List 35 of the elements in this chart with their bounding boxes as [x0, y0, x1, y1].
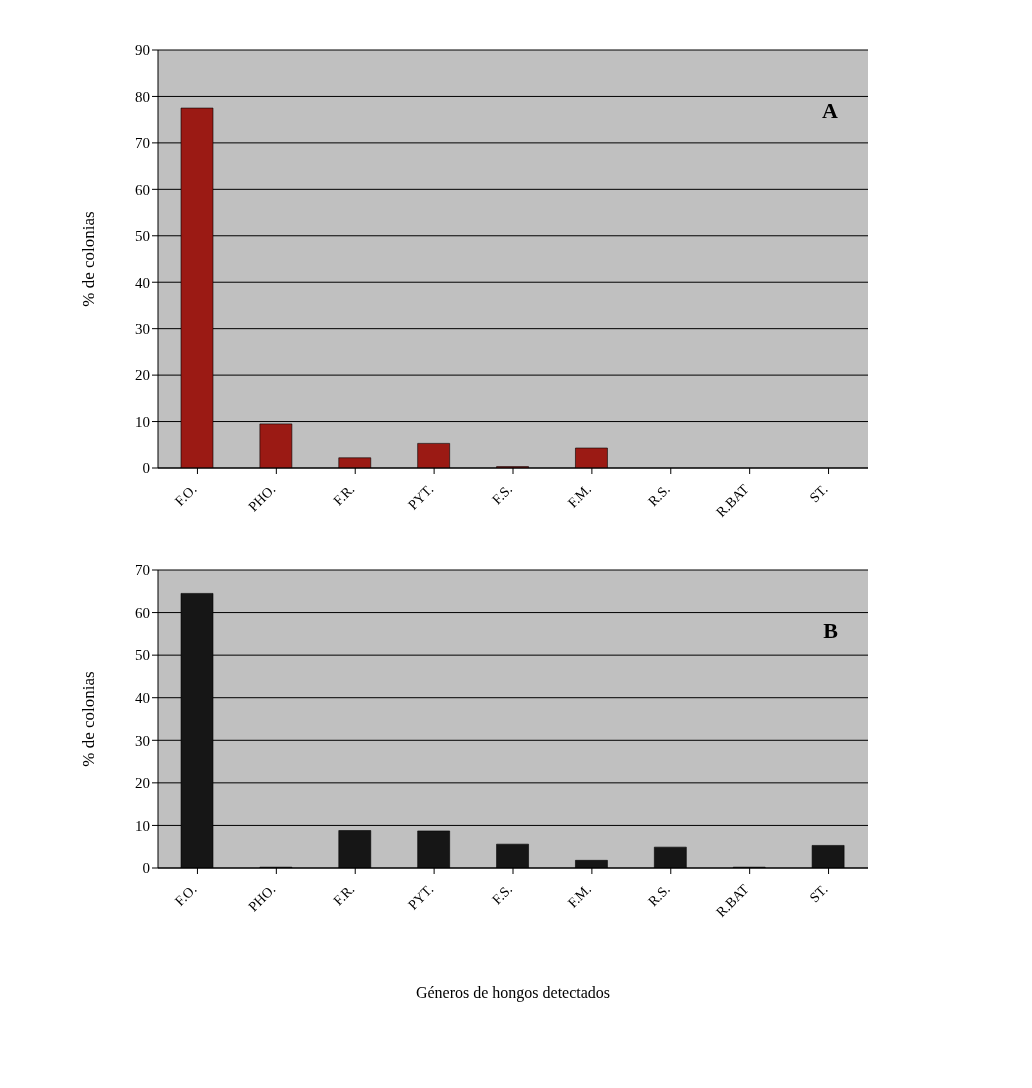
- annotation: A: [822, 98, 838, 124]
- y-tick-label: 90: [135, 42, 150, 59]
- x-tick-label: F.R.: [330, 881, 358, 909]
- y-tick-label: 50: [135, 228, 150, 245]
- x-tick-label: ST.: [806, 881, 831, 906]
- y-tick-label: 60: [135, 181, 150, 198]
- y-tick-label: 20: [135, 367, 150, 384]
- y-tick-label: 10: [135, 413, 150, 430]
- x-axis-title: Géneros de hongos detectados: [415, 984, 611, 1002]
- y-axis-title: % de colonias: [79, 211, 99, 307]
- x-tick-label: ST.: [806, 481, 831, 506]
- y-tick-label: 60: [135, 604, 150, 621]
- x-tick-label: R.S.: [645, 481, 673, 510]
- y-tick-label: 40: [135, 274, 150, 291]
- y-tick-label: 20: [135, 775, 150, 792]
- x-tick-label: R.S.: [645, 881, 673, 910]
- y-tick-label: 10: [135, 817, 150, 834]
- y-tick-label: 70: [135, 135, 150, 152]
- y-tick-label: 0: [142, 860, 150, 877]
- x-tick-label: F.R.: [330, 481, 358, 509]
- y-tick-label: 80: [135, 88, 150, 105]
- x-tick-label: F.O.: [172, 881, 200, 909]
- x-tick-label: F.M.: [564, 481, 595, 511]
- y-tick-label: 70: [135, 562, 150, 579]
- x-tick-label: F.S.: [489, 881, 516, 908]
- x-tick-label: F.O.: [172, 481, 200, 509]
- y-tick-label: 0: [142, 460, 150, 477]
- y-tick-label: 30: [135, 320, 150, 337]
- y-tick-label: 50: [135, 647, 150, 664]
- x-tick-label: F.M.: [564, 881, 595, 911]
- y-tick-label: 40: [135, 690, 150, 707]
- y-tick-label: 30: [135, 732, 150, 749]
- y-axis-title: % de colonias: [79, 671, 99, 767]
- x-tick-label: F.S.: [489, 481, 516, 508]
- annotation: B: [823, 618, 838, 644]
